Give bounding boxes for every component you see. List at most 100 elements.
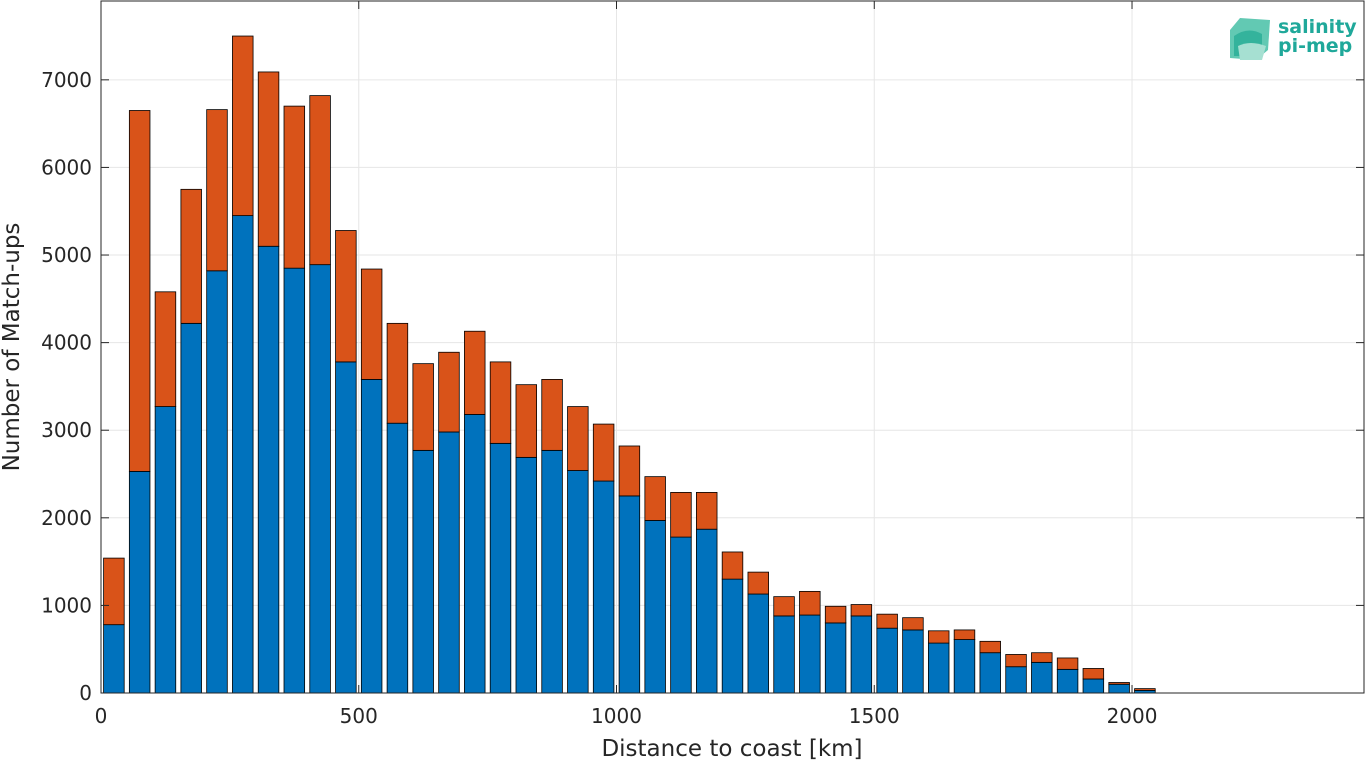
bar-series-1 — [154, 406, 177, 694]
salinity-pi-mep-logo: salinity pi-mep — [1230, 16, 1357, 60]
bar-series-2 — [824, 605, 847, 624]
x-tick-label: 2000 — [1107, 704, 1158, 728]
bar-series-2 — [257, 71, 280, 247]
bar-series-1 — [927, 642, 950, 694]
bar-series-2 — [773, 596, 795, 617]
bar-series-1 — [979, 652, 1001, 694]
bar-series-2 — [567, 406, 589, 471]
bar-series-2 — [1005, 654, 1027, 668]
bar-series-2 — [128, 110, 151, 472]
bar-series-1 — [618, 495, 641, 694]
bar-series-2 — [541, 379, 563, 451]
bar-series-1 — [1031, 661, 1053, 694]
y-tick-label: 6000 — [41, 155, 92, 179]
x-tick-label: 1500 — [849, 704, 900, 728]
bar-series-2 — [464, 330, 486, 415]
bar-series-1 — [592, 480, 615, 694]
bars — [103, 35, 1156, 694]
x-tick-label: 500 — [340, 704, 378, 728]
bar-series-2 — [902, 617, 924, 631]
bar-series-1 — [696, 528, 718, 694]
bar-series-2 — [232, 35, 254, 217]
x-tick-label: 1000 — [591, 704, 642, 728]
bar-series-2 — [644, 476, 666, 521]
bar-series-1 — [386, 422, 409, 694]
x-tick-labels: 0 500 1000 1500 2000 — [95, 704, 1158, 728]
bar-series-1 — [180, 322, 202, 694]
y-axis-label: Number of Match-ups — [0, 223, 25, 472]
bar-series-2 — [335, 230, 357, 363]
bar-series-2 — [438, 351, 460, 433]
y-tick-label: 5000 — [41, 243, 92, 267]
bar-series-1 — [232, 215, 254, 694]
y-tick-label: 0 — [79, 681, 92, 705]
bar-series-2 — [927, 630, 950, 644]
bar-series-1 — [515, 456, 538, 694]
bar-series-1 — [799, 614, 821, 694]
bar-series-2 — [386, 322, 409, 424]
x-axis-label: Distance to coast [km] — [601, 736, 862, 761]
axes-frame — [100, 0, 1365, 694]
bar-series-2 — [206, 109, 228, 272]
y-tick-labels: 0 1000 2000 3000 4000 5000 6000 7000 — [41, 68, 92, 705]
bar-series-2 — [180, 188, 202, 324]
bar-series-1 — [464, 414, 486, 694]
bar-series-2 — [696, 492, 718, 530]
bar-series-1 — [850, 615, 873, 694]
bar-series-1 — [670, 536, 692, 694]
y-tick-label: 1000 — [41, 593, 92, 617]
y-tick-label: 4000 — [41, 331, 92, 355]
bar-series-1 — [335, 361, 357, 694]
bar-series-1 — [876, 627, 898, 694]
bar-series-1 — [1056, 668, 1079, 694]
bar-series-2 — [283, 105, 306, 269]
bar-series-2 — [799, 590, 821, 616]
bar-series-2 — [360, 268, 383, 380]
bar-series-1 — [747, 593, 769, 694]
bar-series-2 — [1082, 668, 1105, 680]
bar-series-1 — [773, 615, 795, 694]
bar-series-2 — [670, 492, 692, 538]
bar-series-2 — [1031, 652, 1053, 663]
x-tick-label: 0 — [95, 704, 108, 728]
bar-series-1 — [206, 270, 228, 694]
bar-series-2 — [721, 551, 744, 580]
tick-marks — [100, 1, 1364, 694]
y-tick-label: 7000 — [41, 68, 92, 92]
bar-series-2 — [1134, 688, 1156, 691]
bar-series-2 — [850, 604, 873, 617]
bar-series-1 — [128, 470, 151, 694]
bar-series-2 — [618, 445, 641, 497]
bar-series-1 — [360, 379, 383, 694]
y-tick-label: 2000 — [41, 506, 92, 530]
bar-series-2 — [103, 557, 125, 626]
bar-series-2 — [309, 95, 331, 266]
bar-series-1 — [309, 264, 331, 694]
bar-series-1 — [1082, 678, 1105, 694]
bar-series-1 — [953, 639, 976, 694]
bar-series-1 — [541, 449, 563, 694]
bar-series-2 — [953, 629, 976, 640]
bar-series-1 — [257, 245, 280, 694]
bar-series-2 — [979, 640, 1001, 654]
bar-series-1 — [824, 622, 847, 694]
bar-series-1 — [438, 431, 460, 694]
logo-mark-icon — [1230, 18, 1270, 60]
bar-series-1 — [644, 520, 666, 694]
bar-series-2 — [1056, 657, 1079, 670]
bar-series-1 — [567, 470, 589, 694]
bar-series-2 — [154, 291, 177, 407]
bar-series-2 — [412, 363, 434, 451]
bar-series-2 — [489, 361, 512, 444]
bar-series-2 — [592, 423, 615, 482]
bar-series-2 — [747, 571, 769, 595]
bar-series-1 — [103, 624, 125, 694]
bar-series-1 — [412, 449, 434, 694]
bar-series-1 — [489, 442, 512, 694]
logo-text-salinity: salinity — [1278, 16, 1357, 38]
bar-series-1 — [283, 267, 306, 694]
bar-series-2 — [515, 384, 538, 458]
bar-series-1 — [1108, 683, 1130, 694]
bar-series-2 — [1108, 682, 1130, 685]
